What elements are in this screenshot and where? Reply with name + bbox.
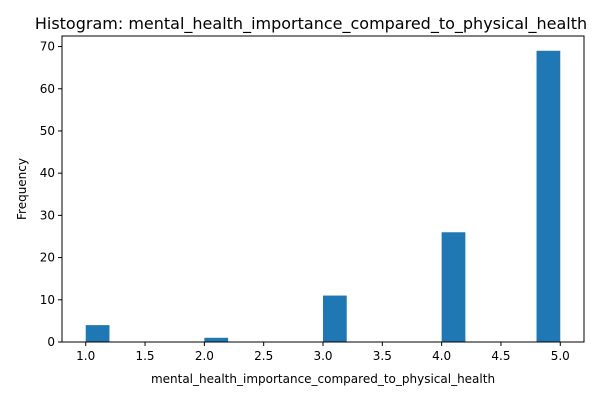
y-tick-label: 10 <box>40 293 55 307</box>
chart-title: Histogram: mental_health_importance_comp… <box>35 14 587 34</box>
histogram-bar-4 <box>441 232 466 342</box>
x-tick-label: 3.0 <box>313 349 332 363</box>
y-tick-label: 30 <box>40 208 55 222</box>
y-tick-label: 40 <box>40 166 55 180</box>
x-tick-label: 4.0 <box>432 349 451 363</box>
histogram-bar-5 <box>536 50 561 343</box>
histogram-bar-2 <box>204 337 229 342</box>
x-axis-label: mental_health_importance_compared_to_phy… <box>151 372 495 386</box>
x-tick-label: 4.5 <box>491 349 510 363</box>
histogram-bar-3 <box>323 295 347 342</box>
x-tick-label: 5.0 <box>551 349 570 363</box>
y-tick-label: 20 <box>40 251 55 265</box>
x-tick-label: 1.0 <box>76 349 95 363</box>
x-tick-label: 3.5 <box>373 349 392 363</box>
y-tick-label: 70 <box>40 40 55 54</box>
x-tick-label: 1.5 <box>135 349 154 363</box>
y-axis-label: Frequency <box>15 158 29 220</box>
x-tick-label: 2.5 <box>254 349 273 363</box>
plot-frame <box>61 35 585 343</box>
y-tick-label: 0 <box>47 335 55 349</box>
y-tick-label: 50 <box>40 124 55 138</box>
bars-group <box>85 50 561 343</box>
x-tick-label: 2.0 <box>195 349 214 363</box>
y-axis-ticks: 0 10 20 30 40 50 60 70 <box>40 40 62 349</box>
x-axis-ticks: 1.0 1.5 2.0 2.5 3.0 3.5 4.0 4.5 5.0 <box>76 342 570 363</box>
histogram-bar-1 <box>85 325 110 342</box>
y-tick-label: 60 <box>40 82 55 96</box>
